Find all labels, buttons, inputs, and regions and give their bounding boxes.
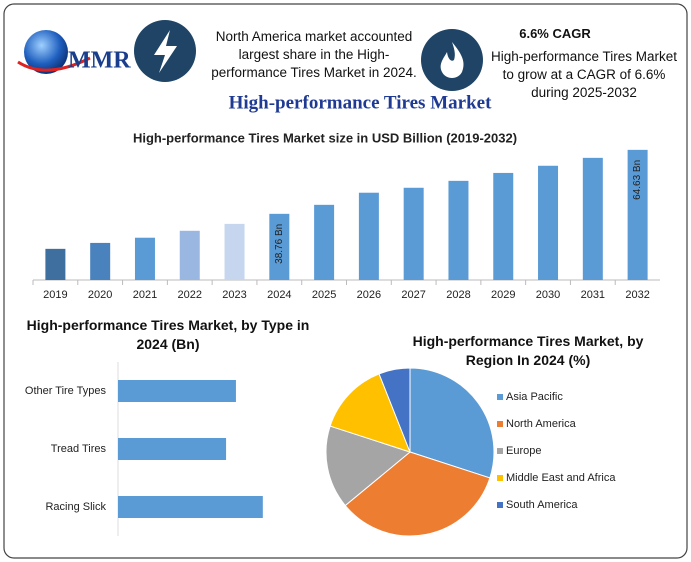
frame <box>3 3 688 559</box>
x-tick-label: 2027 <box>401 289 425 301</box>
legend-swatch <box>497 475 503 481</box>
legend-label: Middle East and Africa <box>506 472 616 484</box>
pie-slice <box>378 367 411 453</box>
bar <box>45 248 66 280</box>
bolt <box>154 30 177 73</box>
x-tick-label: 2025 <box>312 289 336 301</box>
bar <box>358 192 379 280</box>
x-tick-label: 2030 <box>536 289 560 301</box>
y-tick-label: Other Tire Types <box>25 385 107 397</box>
bar <box>224 223 245 280</box>
legend-swatch <box>497 421 503 427</box>
bar <box>314 204 335 280</box>
legend-swatch <box>497 502 503 508</box>
cagr-text: High-performance Tires Market to grow at… <box>490 49 678 100</box>
chart-title: High-performance Tires Market, by Type i… <box>26 317 310 352</box>
pie-slice <box>325 425 412 507</box>
legend-label: North America <box>506 418 577 430</box>
info-text: North America market accounted largest s… <box>211 29 417 80</box>
bar <box>403 187 424 280</box>
x-tick-label: 2020 <box>88 289 112 301</box>
legend-swatch <box>497 394 503 400</box>
chart-title: High-performance Tires Market size in US… <box>133 130 517 145</box>
logo-globe <box>24 30 68 74</box>
bar <box>269 213 290 280</box>
cagr-title: 6.6% CAGR <box>519 26 591 41</box>
bar <box>118 380 236 402</box>
chart-title: High-performance Tires Market, by Region… <box>412 333 644 368</box>
main-title: High-performance Tires Market <box>229 92 492 113</box>
x-tick-label: 2026 <box>357 289 381 301</box>
bar <box>179 230 200 280</box>
bar <box>118 438 227 460</box>
bar <box>627 149 648 280</box>
x-tick-label: 2024 <box>267 289 291 301</box>
logo-swoosh <box>17 56 91 72</box>
x-tick-label: 2021 <box>133 289 157 301</box>
x-tick-label: 2023 <box>222 289 246 301</box>
value-label: 38.76 Bn <box>274 224 285 264</box>
bar <box>582 157 603 280</box>
pie-slice <box>344 451 491 537</box>
x-tick-label: 2022 <box>178 289 202 301</box>
pie-slice <box>409 367 495 479</box>
legend-label: Asia Pacific <box>506 391 563 403</box>
x-tick-label: 2019 <box>43 289 67 301</box>
x-tick-label: 2029 <box>491 289 515 301</box>
cagr-icon <box>421 29 483 91</box>
x-tick-label: 2031 <box>581 289 605 301</box>
bar <box>448 180 469 280</box>
bar <box>90 242 111 280</box>
legend-label: Europe <box>506 445 541 457</box>
bar <box>538 165 559 280</box>
value-label: 64.63 Bn <box>632 160 643 200</box>
logo-text: MMR <box>68 48 131 74</box>
bar <box>134 237 155 280</box>
pie-slice <box>329 373 411 453</box>
flame <box>440 42 464 78</box>
x-tick-label: 2032 <box>625 289 649 301</box>
legend-swatch <box>497 448 503 454</box>
bar <box>493 172 514 280</box>
x-tick-label: 2028 <box>446 289 470 301</box>
y-tick-label: Racing Slick <box>45 501 106 513</box>
y-tick-label: Tread Tires <box>51 443 107 455</box>
legend-label: South America <box>506 499 578 511</box>
bar <box>118 496 263 518</box>
